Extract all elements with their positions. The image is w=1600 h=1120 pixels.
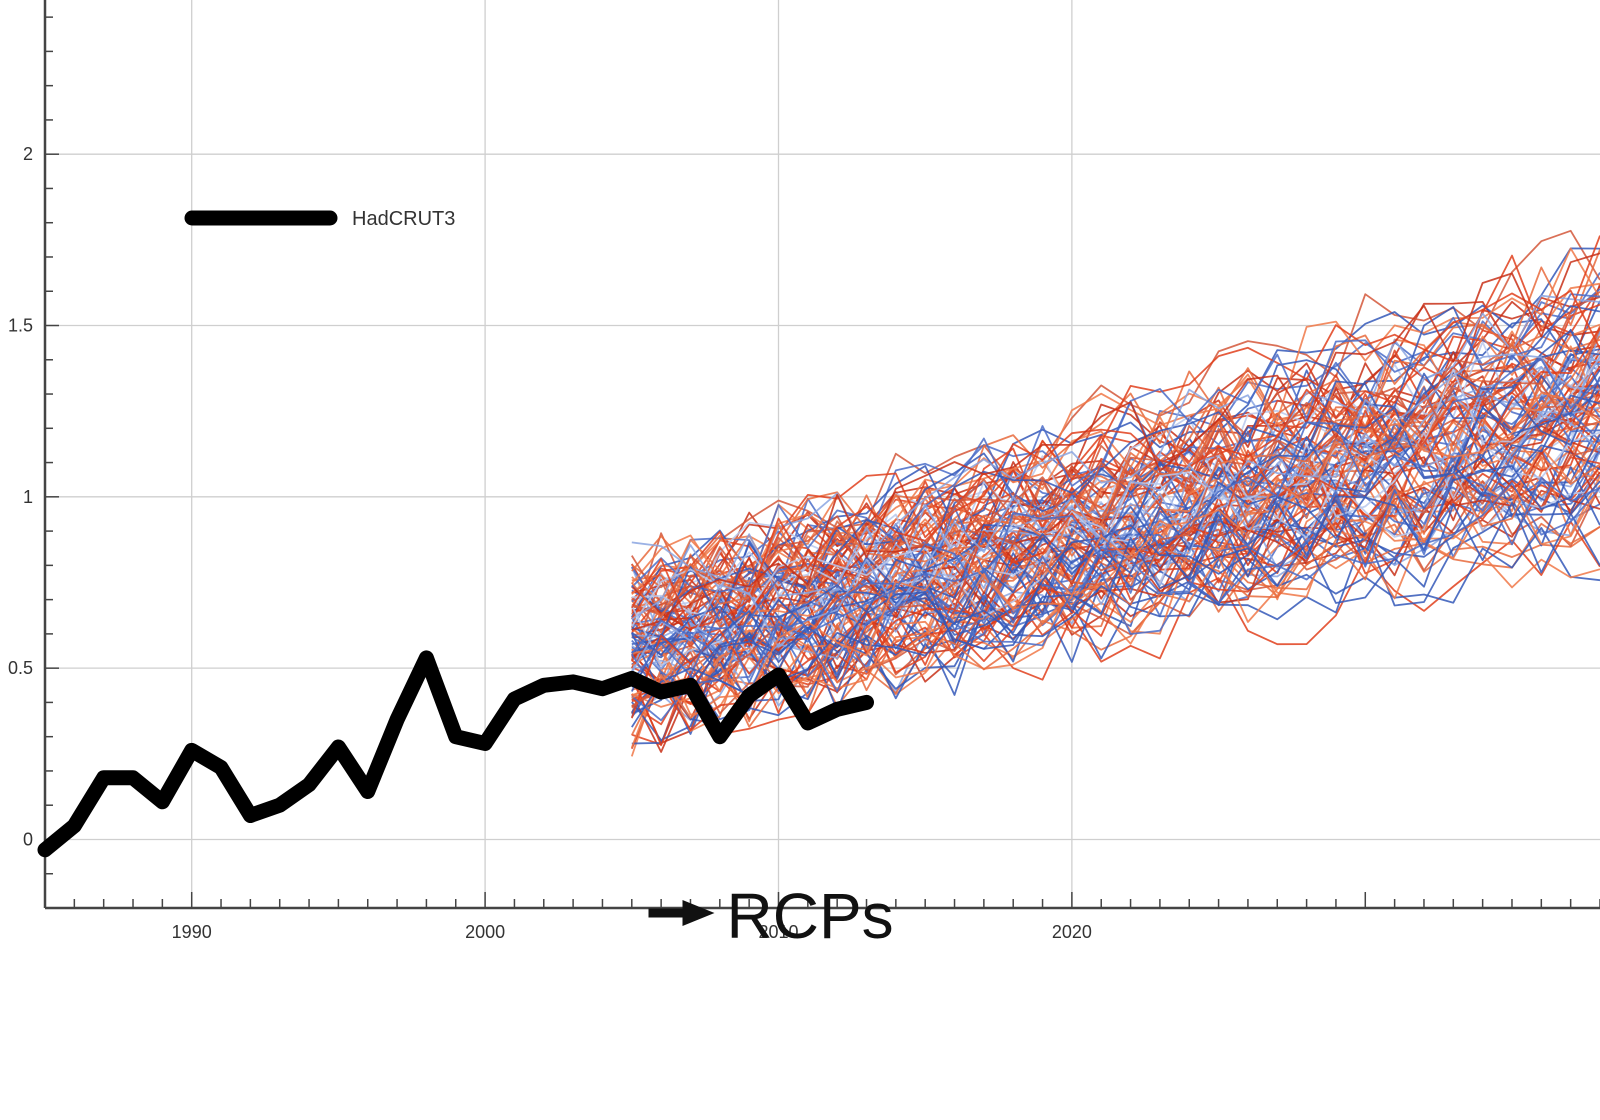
rcp-member-line bbox=[630, 229, 1600, 628]
rcp-member-line bbox=[631, 323, 1600, 585]
hadcrut3-point bbox=[601, 687, 604, 690]
rcp-member-line bbox=[631, 434, 1600, 698]
hadcrut3-point bbox=[102, 776, 105, 779]
axes: 1990 2000 2010 2020 0 0.5 1 1.5 2 bbox=[8, 0, 1600, 942]
y-tick-label: 0 bbox=[23, 829, 33, 849]
hadcrut3-point bbox=[73, 824, 76, 827]
hadcrut3-point bbox=[190, 749, 193, 752]
rcp-member-line bbox=[631, 327, 1600, 628]
rcp-member-line bbox=[630, 480, 1600, 692]
hadcrut3-point bbox=[278, 804, 281, 807]
rcp-member-line bbox=[631, 469, 1600, 655]
rcp-member-line bbox=[631, 358, 1600, 656]
legend-label-hadcrut3: HadCRUT3 bbox=[352, 208, 455, 230]
hadcrut3-point bbox=[161, 800, 164, 803]
hadcrut3-point bbox=[249, 814, 252, 817]
x-tick-label: 2020 bbox=[1052, 922, 1092, 942]
rcp-member-line bbox=[630, 357, 1600, 666]
y-tick-label: 2 bbox=[23, 144, 33, 164]
hadcrut3-point bbox=[777, 674, 780, 677]
rcp-member-line bbox=[631, 252, 1600, 631]
rcps-annotation: RCPs bbox=[648, 880, 894, 952]
rcp-member-line bbox=[631, 394, 1600, 728]
hadcrut3-point bbox=[542, 684, 545, 687]
rcp-member-line bbox=[631, 414, 1600, 620]
y-tick-label: 1.5 bbox=[8, 316, 33, 336]
hadcrut3-point bbox=[513, 697, 516, 700]
rcp-member-line bbox=[631, 293, 1600, 593]
rcp-member-line bbox=[631, 527, 1600, 735]
hadcrut3-point bbox=[660, 691, 663, 694]
hadcrut3-point bbox=[366, 790, 369, 793]
rcp-member-line bbox=[631, 482, 1600, 722]
x-tick-label: 2000 bbox=[465, 922, 505, 942]
hadcrut3-point bbox=[572, 680, 575, 683]
hadcrut3-point bbox=[337, 745, 340, 748]
hadcrut3-point bbox=[718, 735, 721, 738]
y-tick-label: 0.5 bbox=[8, 658, 33, 678]
rcp-member-line bbox=[631, 353, 1600, 673]
rcp-member-line bbox=[631, 484, 1600, 708]
rcp-member-line bbox=[631, 247, 1600, 618]
rcp-member-line bbox=[631, 247, 1600, 603]
hadcrut3-point bbox=[836, 708, 839, 711]
hadcrut3-point bbox=[425, 656, 428, 659]
hadcrut3-point bbox=[484, 742, 487, 745]
rcps-label: RCPs bbox=[727, 880, 894, 952]
hadcrut3-point bbox=[865, 701, 868, 704]
y-tick-label: 1 bbox=[23, 487, 33, 507]
rcp-member-line bbox=[631, 235, 1600, 620]
hadcrut3-point bbox=[220, 766, 223, 769]
hadcrut3-point bbox=[132, 776, 135, 779]
hadcrut3-point bbox=[308, 783, 311, 786]
rcp-member-line bbox=[631, 376, 1600, 656]
hadcrut3-point bbox=[806, 721, 809, 724]
hadcrut3-point bbox=[396, 718, 399, 721]
hadcrut3-point bbox=[748, 694, 751, 697]
x-tick-label: 1990 bbox=[172, 922, 212, 942]
arrowhead-icon bbox=[682, 900, 715, 926]
rcp-member-line bbox=[631, 384, 1600, 609]
legend: HadCRUT3 bbox=[184, 208, 455, 230]
rcp-member-line bbox=[631, 489, 1600, 670]
rcp-member-line bbox=[631, 308, 1600, 639]
hadcrut3-point bbox=[44, 848, 46, 851]
x-tick-label: 2010 bbox=[758, 922, 798, 942]
hadcrut3-point bbox=[454, 735, 457, 738]
rcp-member-line bbox=[631, 431, 1600, 627]
rcp-member-line bbox=[631, 289, 1600, 630]
rcp-member-line bbox=[631, 392, 1600, 719]
hadcrut3-point bbox=[630, 677, 633, 680]
hadcrut3-point bbox=[689, 684, 692, 687]
hadcrut3-series bbox=[37, 650, 874, 858]
